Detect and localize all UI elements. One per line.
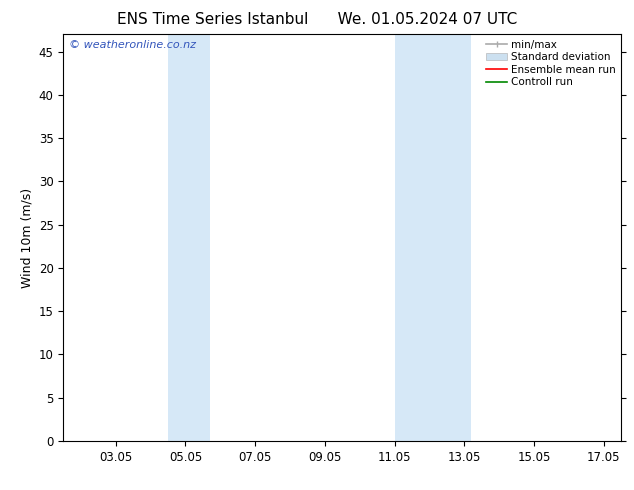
Text: © weatheronline.co.nz: © weatheronline.co.nz [69,40,196,50]
Bar [394,34,472,441]
Bar [168,34,210,441]
Y-axis label: Wind 10m (m/s): Wind 10m (m/s) [20,188,33,288]
Legend: min/max, Standard deviation, Ensemble mean run, Controll run: min/max, Standard deviation, Ensemble me… [484,37,618,89]
Text: ENS Time Series Istanbul      We. 01.05.2024 07 UTC: ENS Time Series Istanbul We. 01.05.2024 … [117,12,517,27]
